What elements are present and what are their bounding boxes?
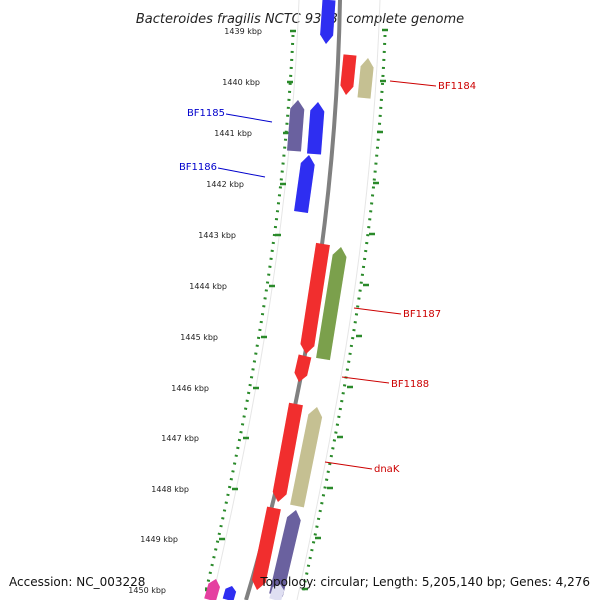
- outer-dotted-track: [300, 34, 387, 596]
- gene-arrow-highlight: [340, 54, 357, 95]
- tick-label: 1441 kbp: [214, 129, 252, 138]
- gene-arrow: [272, 402, 303, 502]
- gene-label-bf1184: BF1184: [438, 81, 476, 92]
- gene-arrow-highlight: [357, 58, 374, 99]
- gene-arrow: [316, 247, 347, 361]
- gene-arrow-highlight: [269, 510, 301, 597]
- gene-arrow: [357, 58, 374, 99]
- accession-text: Accession: NC_003228: [9, 575, 145, 589]
- tick-label: 1442 kbp: [206, 180, 244, 189]
- gene-arrow-highlight: [307, 102, 325, 155]
- gene-label-bf1188: BF1188: [391, 379, 429, 390]
- gene-arrow-highlight: [287, 100, 305, 152]
- gene-arrow: [287, 100, 305, 152]
- gene-label-bf1186: BF1186: [179, 162, 217, 173]
- gene-labels: BF1184 BF1185 BF1186 BF1187 BF1188 dnaK: [179, 81, 476, 475]
- gene-arrow-highlight: [251, 506, 281, 590]
- tick-marks: 1439 kbp 1440 kbp 1441 kbp 1442 kbp 1443 kbp…: [128, 27, 388, 595]
- label-leader-dnak: [324, 461, 373, 470]
- gene-arrow: [307, 102, 325, 155]
- label-leader-bf1185: [225, 113, 273, 123]
- tick-label: 1450 kbp: [128, 586, 166, 595]
- inner-track-edge: [211, 0, 300, 600]
- gene-label-dnak: dnaK: [374, 464, 400, 475]
- tick-label: 1440 kbp: [222, 78, 260, 87]
- tick-label: 1449 kbp: [140, 535, 178, 544]
- gene-arrow-highlight: [300, 242, 330, 354]
- gene-arrow: [251, 506, 281, 590]
- tick-label: 1447 kbp: [161, 434, 199, 443]
- genome-ring: [203, 0, 387, 600]
- gene-arrow: [269, 510, 301, 597]
- gene-label-bf1185: BF1185: [187, 108, 225, 119]
- tick-label: 1439 kbp: [224, 27, 262, 36]
- gene-arrow-highlight: [222, 586, 237, 600]
- map-title: Bacteroides fragilis NCTC 9343, complete…: [136, 12, 464, 27]
- gene-arrow: [294, 155, 315, 213]
- gene-arrow: [269, 584, 285, 600]
- label-leader-bf1188: [341, 376, 390, 384]
- outer-track-edge: [296, 0, 381, 600]
- gene-arrow-highlight: [272, 402, 303, 502]
- gene-arrow-highlight: [269, 584, 285, 600]
- tick-label: 1445 kbp: [180, 333, 218, 342]
- label-leader-bf1187: [353, 307, 402, 315]
- tick-label: 1448 kbp: [151, 485, 189, 494]
- gene-arrow-highlight: [204, 579, 220, 600]
- gene-arrow: [320, 0, 336, 44]
- tick-label: 1446 kbp: [171, 384, 209, 393]
- gene-label-bf1187: BF1187: [403, 309, 441, 320]
- gene-arrow-highlight: [290, 407, 323, 508]
- tick-label: 1444 kbp: [189, 282, 227, 291]
- gene-arrow: [340, 54, 357, 95]
- gene-features: [204, 0, 374, 600]
- topology-text: Topology: circular; Length: 5,205,140 bp…: [259, 575, 590, 589]
- gene-arrow: [204, 579, 220, 600]
- gene-arrow-highlight: [316, 247, 347, 361]
- tick-label: 1443 kbp: [198, 231, 236, 240]
- gene-arrow-highlight: [294, 155, 315, 213]
- label-leaders: [217, 80, 437, 470]
- label-leader-bf1184: [389, 80, 437, 87]
- gene-arrow-highlight: [294, 354, 312, 382]
- gene-arrow: [294, 354, 312, 382]
- gene-arrow: [222, 586, 237, 600]
- gene-arrow: [300, 242, 330, 354]
- gene-arrow-highlight: [320, 0, 336, 44]
- gene-arrow: [290, 407, 323, 508]
- label-leader-bf1186: [217, 167, 266, 178]
